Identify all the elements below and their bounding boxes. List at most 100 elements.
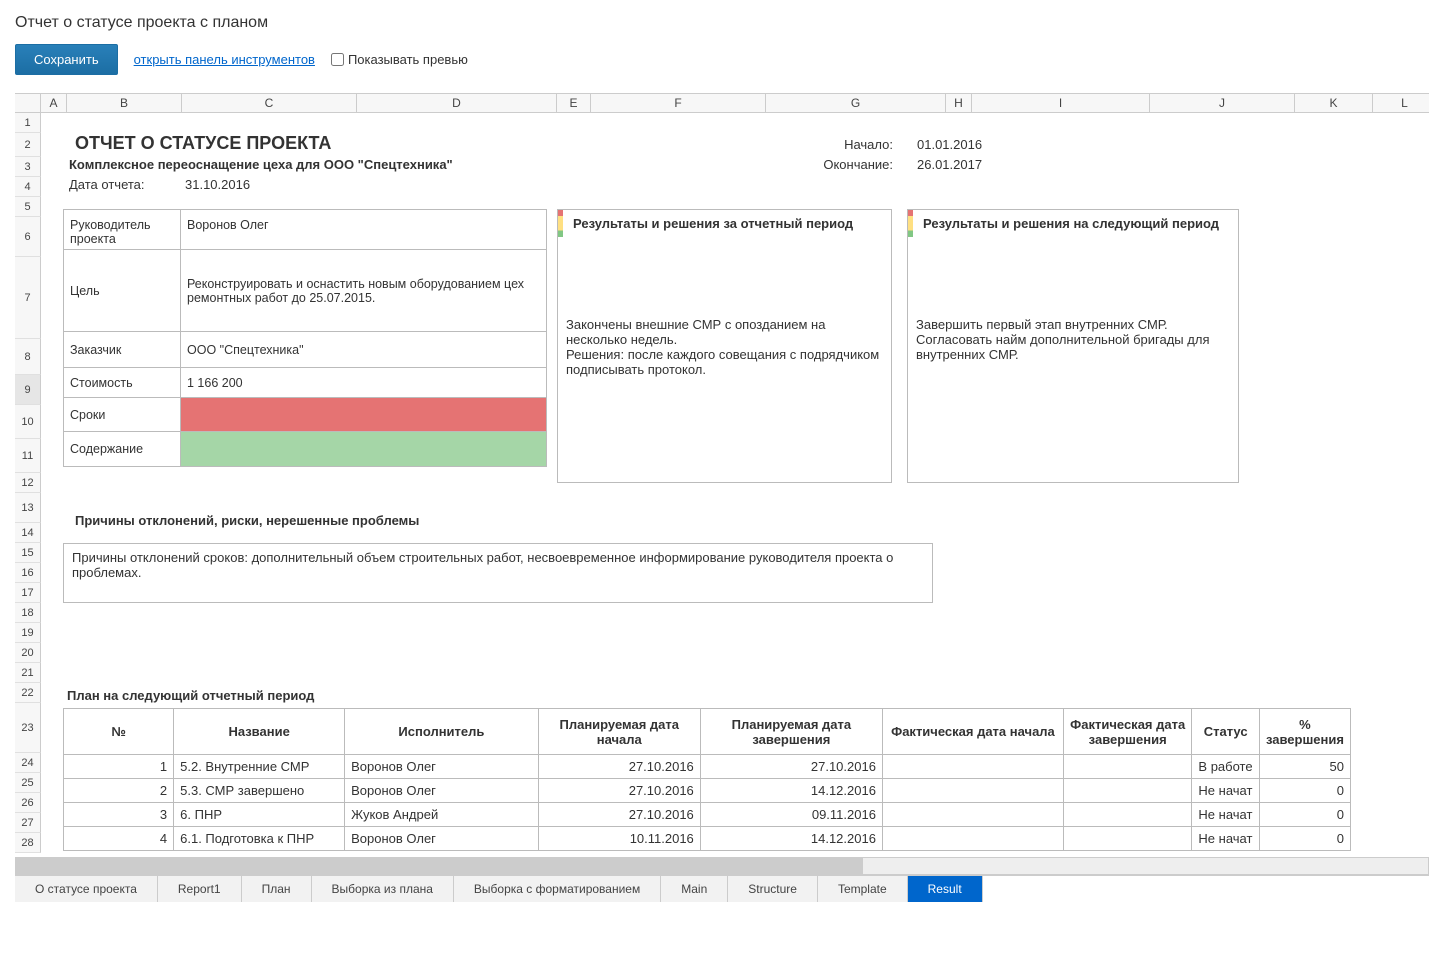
row-header[interactable]: 24	[15, 753, 41, 773]
table-cell	[1063, 827, 1191, 851]
column-header[interactable]: F	[591, 94, 766, 112]
table-cell: Воронов Олег	[345, 755, 539, 779]
plan-col-header: Фактическая дата начала	[882, 709, 1063, 755]
table-row[interactable]: 15.2. Внутренние СМРВоронов Олег27.10.20…	[64, 755, 1351, 779]
row-header[interactable]: 3	[15, 157, 41, 177]
sheet-tab[interactable]: Result	[908, 876, 983, 902]
table-cell: Воронов Олег	[345, 827, 539, 851]
open-tools-link[interactable]: открыть панель инструментов	[134, 52, 315, 67]
row-header[interactable]: 16	[15, 563, 41, 583]
column-header[interactable]: E	[557, 94, 591, 112]
row-header[interactable]: 13	[15, 493, 41, 523]
cost-label: Стоимость	[64, 368, 181, 398]
results-next-body: Завершить первый этап внутренних СМР. Со…	[908, 237, 1238, 482]
start-date: 01.01.2016	[913, 137, 982, 152]
end-label: Окончание:	[819, 157, 899, 172]
preview-checkbox[interactable]	[331, 53, 344, 66]
table-cell: Жуков Андрей	[345, 803, 539, 827]
column-header[interactable]: K	[1295, 94, 1373, 112]
column-header[interactable]: A	[41, 94, 67, 112]
results-past-body: Закончены внешние СМР с опозданием на не…	[558, 237, 891, 482]
row-header[interactable]: 8	[15, 339, 41, 375]
table-cell: 10.11.2016	[538, 827, 700, 851]
table-row[interactable]: 25.3. СМР завершеноВоронов Олег27.10.201…	[64, 779, 1351, 803]
row-header[interactable]: 4	[15, 177, 41, 197]
column-header[interactable]: H	[946, 94, 972, 112]
row-header[interactable]: 11	[15, 439, 41, 473]
sheet-tab[interactable]: Structure	[728, 876, 818, 902]
row-header[interactable]: 15	[15, 543, 41, 563]
sheet-tab[interactable]: Выборка из плана	[312, 876, 454, 902]
sheet-tab[interactable]: Main	[661, 876, 728, 902]
report-title: ОТЧЕТ О СТАТУСЕ ПРОЕКТА	[71, 133, 331, 154]
customer-label: Заказчик	[64, 332, 181, 367]
table-cell: Воронов Олег	[345, 779, 539, 803]
row-header[interactable]: 12	[15, 473, 41, 493]
table-cell: 3	[64, 803, 174, 827]
row-header[interactable]: 25	[15, 773, 41, 793]
table-cell	[882, 803, 1063, 827]
table-cell	[882, 755, 1063, 779]
scrollbar-thumb[interactable]	[16, 858, 863, 874]
row-header[interactable]: 7	[15, 257, 41, 339]
row-header[interactable]: 9	[15, 375, 41, 405]
column-header[interactable]	[15, 94, 41, 112]
column-header[interactable]: D	[357, 94, 557, 112]
row-header[interactable]: 17	[15, 583, 41, 603]
table-row[interactable]: 46.1. Подготовка к ПНРВоронов Олег10.11.…	[64, 827, 1351, 851]
column-header[interactable]: L	[1373, 94, 1429, 112]
column-header[interactable]: I	[972, 94, 1150, 112]
plan-col-header: Статус	[1192, 709, 1260, 755]
table-cell: 14.12.2016	[700, 827, 882, 851]
row-header[interactable]: 6	[15, 217, 41, 257]
row-header[interactable]: 1	[15, 113, 41, 133]
row-header[interactable]: 5	[15, 197, 41, 217]
sheet-tab[interactable]: План	[242, 876, 312, 902]
report-subtitle: Комплексное переоснащение цеха для ООО "…	[65, 157, 453, 172]
row-header[interactable]: 20	[15, 643, 41, 663]
table-row[interactable]: 36. ПНРЖуков Андрей27.10.201609.11.2016Н…	[64, 803, 1351, 827]
schedule-label: Сроки	[64, 398, 181, 431]
row-header[interactable]: 18	[15, 603, 41, 623]
table-cell: Не начат	[1192, 803, 1260, 827]
table-cell	[882, 779, 1063, 803]
preview-checkbox-wrap[interactable]: Показывать превью	[331, 52, 468, 67]
row-header[interactable]: 26	[15, 793, 41, 813]
project-info-table: Руководитель проекта Воронов Олег Цель Р…	[63, 209, 547, 467]
column-header[interactable]: B	[67, 94, 182, 112]
table-cell: 5.3. СМР завершено	[174, 779, 345, 803]
table-cell	[1063, 779, 1191, 803]
plan-table: №НазваниеИсполнительПланируемая дата нач…	[63, 708, 1351, 851]
column-header[interactable]: J	[1150, 94, 1295, 112]
save-button[interactable]: Сохранить	[15, 44, 118, 75]
manager-value: Воронов Олег	[181, 210, 546, 254]
sheet-tab[interactable]: О статусе проекта	[15, 876, 158, 902]
row-header[interactable]: 10	[15, 405, 41, 439]
preview-label: Показывать превью	[348, 52, 468, 67]
table-cell: 5.2. Внутренние СМР	[174, 755, 345, 779]
sheet-tab[interactable]: Выборка с форматированием	[454, 876, 661, 902]
results-next-header: Результаты и решения на следующий период	[908, 210, 1238, 237]
table-cell: 4	[64, 827, 174, 851]
table-cell: В работе	[1192, 755, 1260, 779]
table-cell: 6. ПНР	[174, 803, 345, 827]
sheet-tab[interactable]: Template	[818, 876, 908, 902]
row-header[interactable]: 2	[15, 133, 41, 157]
row-header[interactable]: 27	[15, 813, 41, 833]
table-cell: 27.10.2016	[700, 755, 882, 779]
column-header[interactable]: G	[766, 94, 946, 112]
column-header[interactable]: C	[182, 94, 357, 112]
schedule-status	[181, 398, 546, 431]
row-header[interactable]: 28	[15, 833, 41, 853]
plan-col-header: Фактическая дата завершения	[1063, 709, 1191, 755]
horizontal-scrollbar[interactable]	[15, 857, 1429, 875]
plan-col-header: % завершения	[1259, 709, 1350, 755]
table-cell: Не начат	[1192, 827, 1260, 851]
plan-col-header: Исполнитель	[345, 709, 539, 755]
row-header[interactable]: 14	[15, 523, 41, 543]
row-header[interactable]: 23	[15, 703, 41, 753]
row-header[interactable]: 21	[15, 663, 41, 683]
row-header[interactable]: 22	[15, 683, 41, 703]
sheet-tab[interactable]: Report1	[158, 876, 242, 902]
row-header[interactable]: 19	[15, 623, 41, 643]
